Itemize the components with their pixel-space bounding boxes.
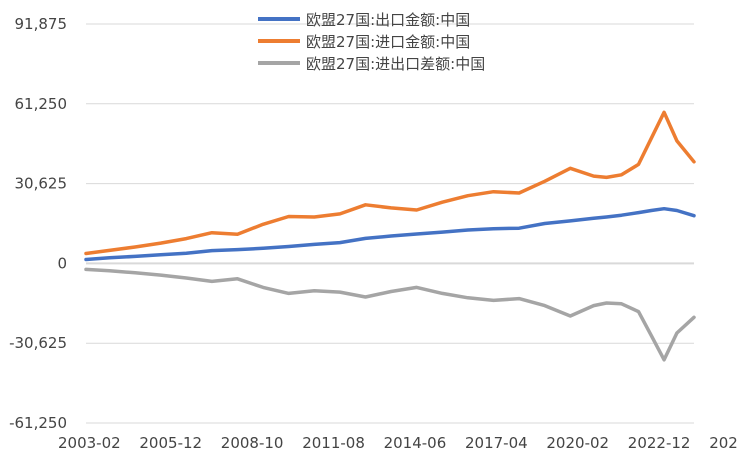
x-tick-label: 2011-08 bbox=[302, 434, 365, 452]
y-axis-ticks: 91,875 61,250 30,625 0 -30,625 -61,250 bbox=[9, 15, 67, 432]
gridlines bbox=[86, 23, 694, 424]
x-tick-label: 2005-12 bbox=[139, 434, 202, 452]
series-line-balance bbox=[84, 267, 696, 362]
x-tick-label: 2025-10 bbox=[709, 434, 739, 452]
x-tick-label: 2020-02 bbox=[546, 434, 609, 452]
y-tick-label: -30,625 bbox=[9, 334, 67, 352]
x-tick-label: 2014-06 bbox=[384, 434, 447, 452]
legend-label: 欧盟27国:进口金额:中国 bbox=[306, 33, 470, 51]
series-line-import bbox=[84, 110, 696, 256]
x-axis-ticks: 2003-02 2005-12 2008-10 2011-08 2014-06 2017-… bbox=[58, 434, 739, 452]
legend-label: 欧盟27国:进出口差额:中国 bbox=[306, 55, 485, 73]
y-tick-label: -61,250 bbox=[9, 414, 67, 432]
x-tick-label: 2017-04 bbox=[465, 434, 528, 452]
x-tick-label: 2003-02 bbox=[58, 434, 121, 452]
legend-label: 欧盟27国:出口金额:中国 bbox=[306, 11, 470, 29]
y-tick-label: 0 bbox=[57, 254, 67, 272]
series-lines bbox=[84, 110, 696, 362]
y-tick-label: 91,875 bbox=[15, 15, 68, 33]
y-tick-label: 61,250 bbox=[15, 95, 68, 113]
x-tick-label: 2008-10 bbox=[221, 434, 284, 452]
y-tick-label: 30,625 bbox=[15, 175, 68, 193]
x-tick-label: 2022-12 bbox=[628, 434, 691, 452]
series-line-export bbox=[84, 206, 696, 262]
